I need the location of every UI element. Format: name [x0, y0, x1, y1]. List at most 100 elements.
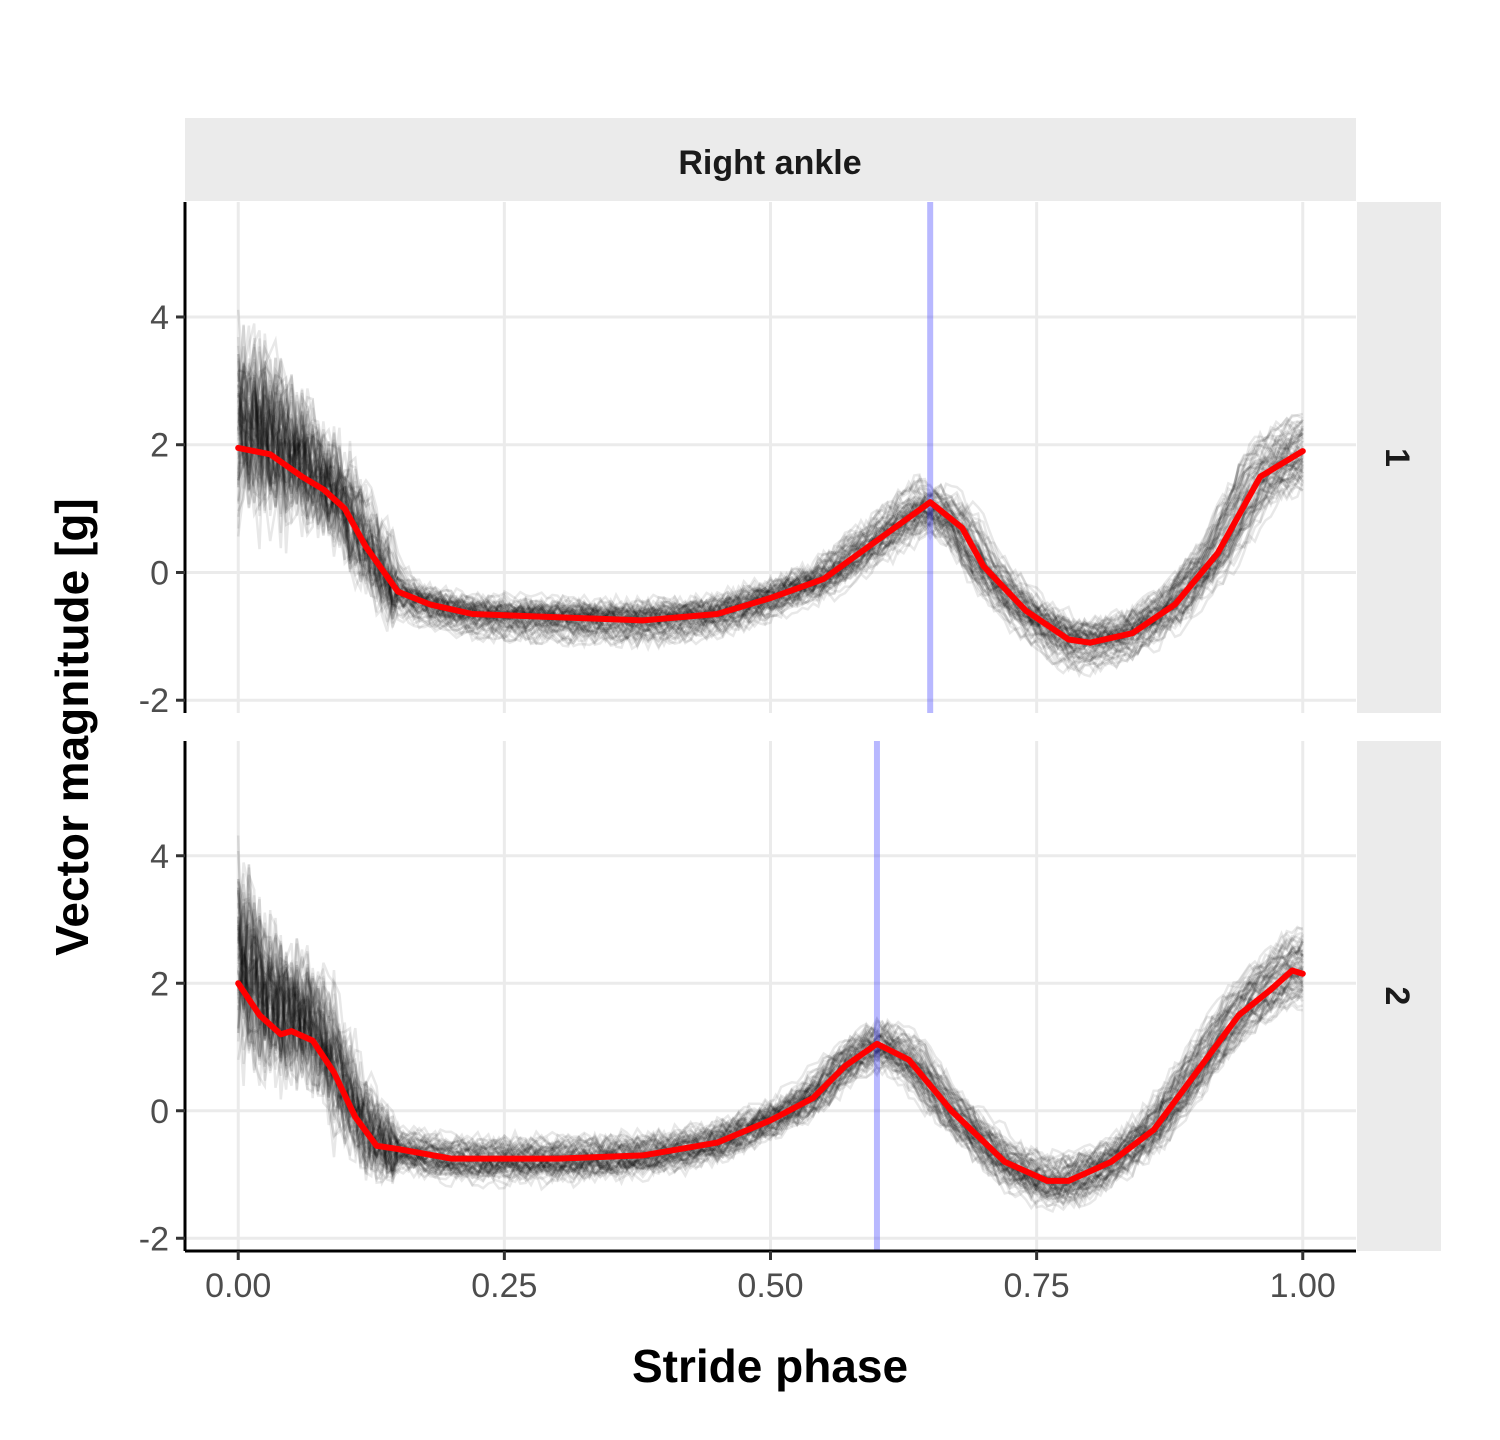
stride-trace: [236, 373, 1304, 679]
stride-trace: [236, 323, 1304, 647]
stride-trace: [236, 878, 1304, 1188]
stride-trace: [236, 978, 1304, 1173]
row-strip-bg: [1357, 741, 1441, 1251]
x-axis-title: Stride phase: [632, 1340, 908, 1392]
x-tick-label: 0.25: [471, 1267, 537, 1305]
stride-trace: [236, 399, 1304, 672]
y-tick-label: 4: [150, 838, 169, 876]
stride-trace: [236, 898, 1304, 1214]
row-strip-label: 1: [1378, 448, 1416, 467]
stride-trace: [236, 353, 1304, 664]
stride-trace: [236, 357, 1304, 667]
stride-trace: [236, 912, 1304, 1195]
stride-trace: [237, 375, 1304, 650]
stride-trace: [237, 387, 1304, 651]
stride-trace: [236, 873, 1304, 1206]
stride-trace: [237, 927, 1304, 1195]
stride-trace: [236, 951, 1304, 1201]
stride-trace: [236, 380, 1304, 633]
stride-trace: [236, 887, 1303, 1167]
stride-trace: [238, 330, 1304, 661]
y-tick-label: 2: [150, 965, 169, 1003]
stride-trace: [236, 360, 1304, 654]
stride-trace: [237, 945, 1304, 1183]
stride-trace: [237, 928, 1303, 1209]
stride-trace: [236, 361, 1304, 676]
stride-trace: [237, 368, 1304, 673]
y-tick-label: 0: [150, 554, 169, 592]
stride-trace: [237, 364, 1304, 665]
stride-trace: [236, 961, 1304, 1185]
stride-trace: [238, 377, 1304, 647]
stride-trace: [237, 370, 1303, 663]
stride-trace: [236, 325, 1304, 646]
stride-trace: [236, 882, 1304, 1209]
column-strip-label: Right ankle: [678, 144, 861, 182]
panels: -2 0 2 4 1 -2 0 2 4 2: [139, 202, 1441, 1258]
y-tick-label: 4: [150, 299, 169, 337]
y-tick-label: 2: [150, 427, 169, 465]
stride-trace: [236, 946, 1304, 1170]
stride-trace: [236, 921, 1304, 1183]
stride-trace: [236, 943, 1304, 1198]
stride-trace: [236, 920, 1304, 1202]
stride-trace: [236, 892, 1304, 1196]
stride-trace: [237, 936, 1303, 1180]
stride-trace: [236, 951, 1304, 1184]
stride-trace: [238, 407, 1304, 632]
stride-trace: [236, 935, 1304, 1172]
stride-trace: [236, 928, 1304, 1175]
row-strip-1: 1: [1357, 202, 1441, 713]
stride-trace: [236, 389, 1304, 643]
stride-trace: [237, 946, 1303, 1173]
row-strip-2: 2: [1357, 741, 1441, 1251]
stride-trace: [236, 902, 1304, 1197]
stride-trace: [236, 862, 1304, 1187]
stride-trace: [236, 924, 1304, 1201]
y-axis-title: Vector magnitude [g]: [46, 498, 98, 955]
column-strip: Right ankle: [185, 118, 1356, 201]
stride-trace: [236, 383, 1304, 634]
stride-trace: [236, 878, 1304, 1212]
stride-trace: [236, 360, 1304, 632]
stride-trace: [236, 890, 1304, 1199]
stride-trace: [236, 362, 1303, 637]
stride-trace: [236, 959, 1303, 1190]
stride-trace: [236, 394, 1304, 666]
y-tick-label: -2: [139, 682, 169, 720]
x-tick-label: 0.75: [1004, 1267, 1070, 1305]
stride-trace: [236, 366, 1304, 634]
stride-trace: [236, 376, 1304, 639]
row-strip-bg: [1357, 202, 1441, 713]
stride-trace: [238, 376, 1303, 629]
mean-line: [235, 967, 1306, 1184]
row-strip-label: 2: [1378, 987, 1416, 1006]
y-tick-label: 0: [150, 1093, 169, 1131]
stride-trace: [237, 895, 1304, 1202]
stride-trace: [236, 916, 1304, 1204]
x-axis: 0.00 0.25 0.50 0.75 1.00: [185, 1249, 1356, 1305]
x-tick-label: 0.00: [205, 1267, 271, 1305]
stride-trace: [236, 929, 1304, 1170]
stride-trace: [236, 358, 1304, 666]
stride-trace: [236, 926, 1304, 1199]
stride-trace: [236, 850, 1303, 1202]
stride-trace: [236, 361, 1304, 657]
stride-trace: [237, 965, 1303, 1188]
stride-trace: [237, 360, 1304, 639]
x-tick-label: 1.00: [1270, 1267, 1336, 1305]
column-strip-bg: [185, 118, 1356, 201]
y-tick-label: -2: [139, 1220, 169, 1258]
stride-trace: [236, 344, 1304, 664]
stride-trace: [237, 922, 1304, 1197]
stride-trace: [236, 887, 1304, 1205]
stride-trace: [236, 337, 1304, 640]
panel-2: -2 0 2 4 2: [139, 741, 1441, 1258]
mean-line: [235, 444, 1306, 646]
stride-trace: [236, 415, 1304, 650]
stride-trace: [236, 954, 1304, 1190]
stride-trace: [236, 919, 1304, 1176]
panel-1: -2 0 2 4 1: [139, 202, 1441, 720]
x-tick-label: 0.50: [737, 1267, 803, 1305]
